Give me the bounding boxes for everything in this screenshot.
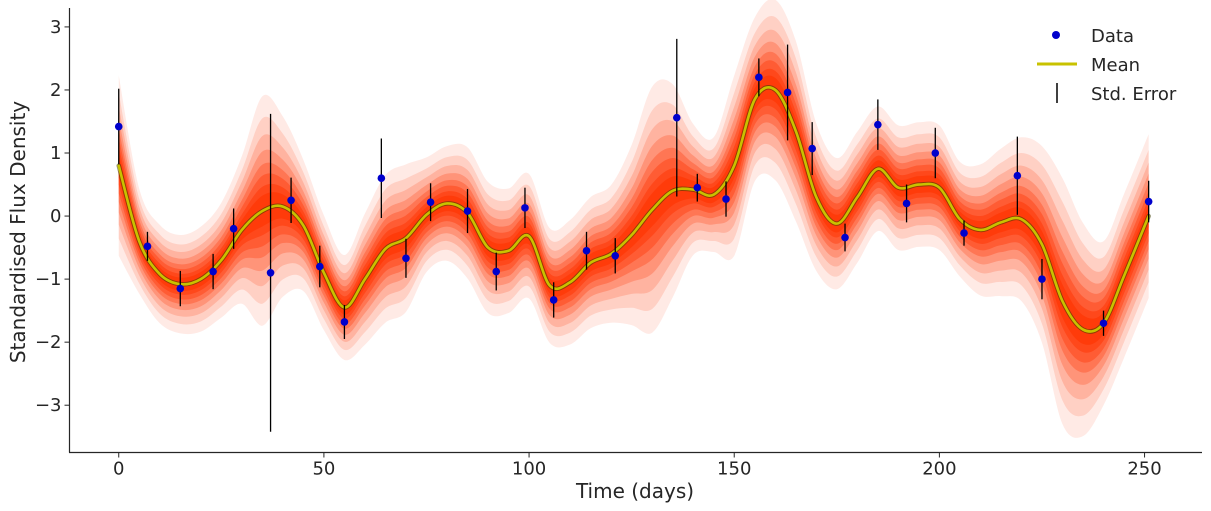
data-point: [426, 198, 435, 206]
data-point: [874, 120, 882, 129]
data-point: [209, 267, 217, 276]
x-axis-label: Time (days): [575, 479, 694, 503]
uncertainty-band: [118, 0, 1149, 438]
data-point: [755, 73, 763, 82]
legend-label-data: Data: [1091, 26, 1134, 47]
data-point: [783, 88, 792, 97]
legend: Data Mean Std. Error: [1037, 26, 1177, 105]
data-point: [114, 122, 123, 131]
data-point: [672, 113, 681, 122]
data-point: [1144, 197, 1153, 206]
data-point: [1099, 319, 1108, 328]
data-point: [931, 149, 940, 157]
y-ticks: −3 −2 −1 0 1 2 3: [35, 17, 70, 416]
data-point: [582, 246, 591, 255]
data-point: [521, 204, 529, 212]
band-level-5: [118, 51, 1149, 373]
data-point: [340, 318, 349, 326]
y-tick-label: 1: [50, 143, 61, 164]
data-point: [143, 242, 152, 251]
band-level-4: [118, 41, 1149, 385]
band-level-6: [118, 60, 1149, 363]
data-point: [229, 224, 238, 233]
data-point: [492, 267, 501, 276]
y-tick-label: 3: [50, 17, 61, 38]
x-tick-label: 200: [922, 459, 956, 480]
mean-line: [117, 86, 1150, 333]
data-point: [287, 196, 295, 205]
band-level-1: [118, 0, 1149, 438]
data-point: [1038, 275, 1046, 283]
legend-data-marker: [1052, 31, 1060, 39]
mean-line-group: [116, 85, 1151, 334]
data-point: [176, 284, 185, 293]
x-tick-label: 0: [113, 459, 124, 480]
y-tick-label: 0: [50, 206, 61, 227]
x-tick-label: 50: [312, 459, 335, 480]
data-point: [549, 296, 558, 304]
y-tick-label: −2: [35, 332, 62, 353]
axes: [68, 8, 1202, 454]
x-tick-label: 250: [1127, 459, 1161, 480]
data-points: [114, 73, 1153, 328]
data-point: [611, 251, 620, 260]
data-point: [463, 207, 472, 215]
data-point: [722, 195, 730, 203]
data-point: [693, 183, 702, 192]
x-ticks: 0 50 100 150 200 250: [113, 452, 1162, 480]
data-point: [266, 269, 275, 277]
band-level-2: [118, 16, 1149, 417]
data-point: [1013, 171, 1022, 180]
x-tick-label: 150: [717, 459, 751, 480]
data-point: [960, 229, 968, 237]
y-axis-label: Standardised Flux Density: [6, 101, 30, 363]
x-tick-label: 100: [512, 459, 546, 480]
legend-label-mean: Mean: [1091, 55, 1140, 76]
data-point: [315, 262, 324, 271]
data-point: [808, 144, 816, 153]
y-tick-label: −1: [35, 269, 62, 290]
y-tick-label: 2: [50, 80, 61, 101]
band-level-3: [118, 29, 1149, 400]
y-tick-label: −3: [35, 395, 62, 416]
data-point: [377, 174, 386, 183]
legend-label-error: Std. Error: [1091, 84, 1177, 105]
data-point: [402, 254, 410, 263]
data-point: [902, 199, 911, 208]
data-point: [841, 233, 849, 242]
